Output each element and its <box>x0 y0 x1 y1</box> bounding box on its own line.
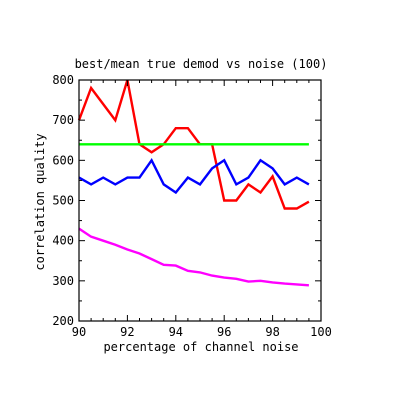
x-tick-label: 92 <box>120 325 134 339</box>
series-layer <box>77 79 310 287</box>
x-tick-label: 96 <box>217 325 231 339</box>
series-line-2 <box>78 157 310 195</box>
x-tick-label: 100 <box>310 325 332 339</box>
x-tick-label: 94 <box>169 325 183 339</box>
y-tick-label: 700 <box>52 113 74 127</box>
series-line-3 <box>78 227 309 287</box>
chart-title: best/mean true demod vs noise (100) <box>75 57 328 71</box>
y-tick-label: 800 <box>52 73 74 87</box>
x-tick-label: 98 <box>265 325 279 339</box>
y-tick-label: 600 <box>52 153 74 167</box>
plot-frame <box>78 79 322 322</box>
y-tick-label: 400 <box>52 234 74 248</box>
y-tick-label: 300 <box>52 274 74 288</box>
series-line-0 <box>77 79 310 210</box>
y-tick-label: 500 <box>52 194 74 208</box>
x-tick-label: 90 <box>72 325 86 339</box>
y-tick-label: 200 <box>52 314 74 328</box>
x-axis-label: percentage of channel noise <box>103 340 298 354</box>
axis-layer: 90 92 94 96 98 100 200 300 400 500 600 700 800 <box>52 73 332 339</box>
y-axis-label: correlation quality <box>33 133 47 270</box>
